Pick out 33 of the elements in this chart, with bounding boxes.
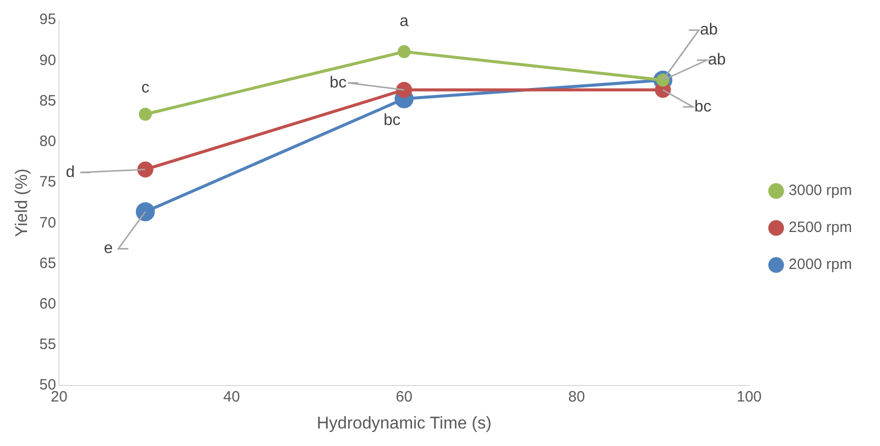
point	[396, 82, 412, 98]
legend-label: 2000 rpm	[788, 256, 852, 274]
annotation: d	[66, 164, 75, 181]
point	[137, 161, 154, 178]
y-tick-label: 90	[39, 52, 56, 69]
x-tick-label: 40	[223, 388, 240, 406]
x-tick-label: 80	[568, 388, 585, 406]
y-tick-label: 95	[39, 11, 56, 28]
x-axis-title: Hydrodynamic Time (s)	[316, 413, 492, 432]
annotation: e	[104, 240, 113, 258]
annotation: c	[141, 80, 150, 97]
legend-label: 2500 rpm	[788, 219, 852, 236]
point	[398, 45, 411, 58]
legend-label: 3000 rpm	[788, 182, 852, 200]
annotation: a	[400, 13, 409, 30]
x-tick-label: 100	[736, 388, 762, 406]
x-tick-label: 20	[50, 388, 68, 406]
annotation: bc	[330, 74, 347, 92]
point	[138, 108, 152, 121]
y-tick-label: 80	[39, 133, 56, 150]
y-tick-label: 70	[39, 214, 56, 232]
y-tick-label: 65	[39, 254, 56, 272]
y-tick-label: 75	[39, 174, 56, 191]
annotation: ab	[700, 22, 718, 39]
x-tick-label: 60	[396, 388, 412, 406]
annotation: bc	[694, 98, 712, 116]
y-tick-label: 85	[39, 92, 56, 110]
y-tick-label: 55	[39, 336, 56, 354]
annotation: bc	[384, 112, 401, 130]
y-tick-label: 60	[39, 295, 56, 312]
point	[136, 202, 155, 222]
annotation: ab	[708, 52, 726, 69]
y-axis-title: Yield (%)	[12, 168, 31, 237]
